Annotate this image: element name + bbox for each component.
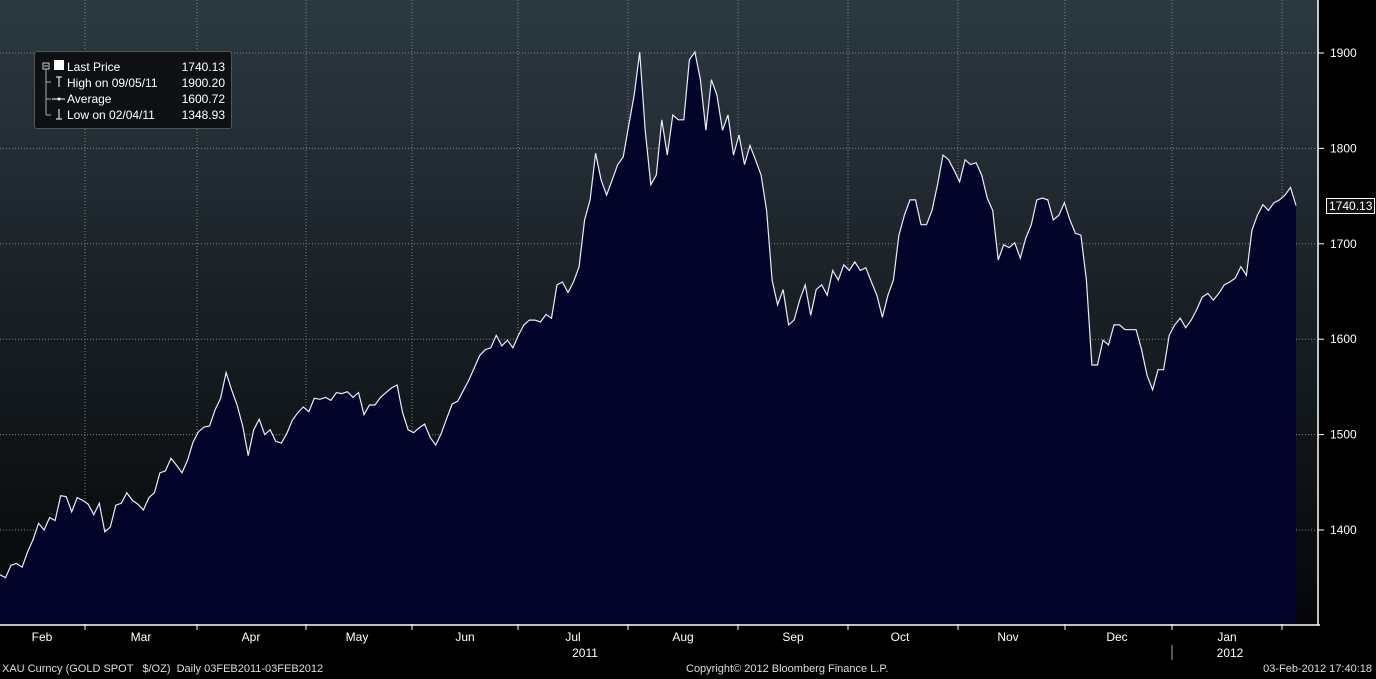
legend: Last Price 1740.13 High on 09/05/11 1900… [34, 51, 232, 129]
y-tick-label: 1400 [1330, 523, 1357, 537]
x-tick-label: Feb [32, 630, 53, 644]
x-tick-label: Dec [1106, 630, 1127, 644]
y-tick-label: 1700 [1330, 237, 1357, 251]
x-tick-label: Jan [1217, 630, 1236, 644]
x-tick-label: Nov [997, 630, 1018, 644]
price-line [0, 50, 1297, 579]
y-tick-label: 1500 [1330, 428, 1357, 442]
x-tick-label: Mar [131, 630, 152, 644]
x-tick-label: Jun [455, 630, 474, 644]
y-tick-label: 1800 [1330, 141, 1357, 155]
year-label: 2012 [1217, 646, 1244, 660]
x-tick-label: Aug [672, 630, 693, 644]
year-label: 2011 [572, 646, 598, 660]
x-tick-label: Apr [242, 630, 261, 644]
legend-low-label: Low on 02/04/11 [67, 108, 155, 122]
footer-security: XAU Curncy (GOLD SPOT $/OZ) Daily 03FEB2… [2, 663, 324, 675]
x-tick-label: Jul [565, 630, 580, 644]
legend-average-value: 1600.72 [181, 92, 225, 106]
last-price-tag: 1740.13 [1326, 198, 1376, 214]
legend-last-price-label: Last Price [67, 60, 121, 74]
footer-timestamp: 03-Feb-2012 17:40:18 [1263, 663, 1372, 675]
legend-average-label: Average [67, 92, 112, 106]
price-area [0, 52, 1296, 624]
legend-last-price-value: 1740.13 [181, 60, 225, 74]
x-tick-label: Sep [782, 630, 804, 644]
y-tick-label: 1600 [1330, 332, 1357, 346]
x-tick-label: Oct [891, 630, 910, 644]
legend-high-value: 1900.20 [181, 76, 225, 90]
footer-copyright: Copyright© 2012 Bloomberg Finance L.P. [686, 663, 889, 675]
legend-tree-icons [42, 60, 65, 120]
y-tick-label: 1900 [1330, 46, 1357, 60]
legend-low-value: 1348.93 [181, 108, 225, 122]
axes: 1400 1500 1600 1700 1800 1900 Feb Mar Apr May Jun J… [0, 0, 1357, 660]
x-tick-label: May [346, 630, 369, 644]
legend-high-label: High on 09/05/11 [67, 76, 158, 90]
